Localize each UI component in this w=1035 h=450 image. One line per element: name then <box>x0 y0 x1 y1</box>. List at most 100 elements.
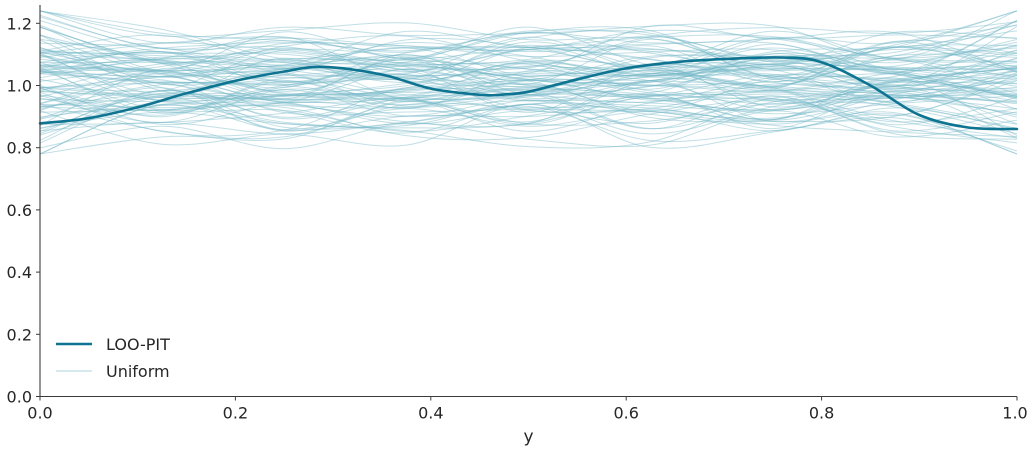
uniform-curve <box>39 73 1018 121</box>
uniform-curve <box>39 24 1018 76</box>
uniform-curve <box>39 88 1018 135</box>
legend-loo-pit-label: LOO-PIT <box>106 335 170 354</box>
legend-uniform-label: Uniform <box>106 362 170 381</box>
uniform-curve <box>39 61 1018 113</box>
uniform-curve <box>39 35 1018 78</box>
uniform-curve <box>39 38 1018 97</box>
uniform-curve <box>39 24 1018 77</box>
uniform-curve <box>39 105 1018 152</box>
uniform-curve <box>39 67 1018 118</box>
uniform-curve <box>39 41 1018 87</box>
y-tick-label: 1.0 <box>7 77 32 96</box>
uniform-curve <box>39 10 1018 66</box>
uniform-curve <box>39 34 1018 87</box>
uniform-curve <box>39 103 1018 155</box>
uniform-curve <box>39 54 1018 107</box>
uniform-curve <box>39 95 1018 155</box>
uniform-curve <box>39 78 1018 126</box>
uniform-curve <box>39 67 1018 101</box>
uniform-curve <box>39 89 1018 135</box>
uniform-curve <box>39 41 1018 90</box>
uniform-curve <box>39 47 1018 99</box>
uniform-curve <box>39 80 1018 132</box>
loo-pit-line <box>38 56 1019 131</box>
x-tick-label: 0.0 <box>27 404 52 423</box>
uniform-curve <box>39 10 1018 73</box>
uniform-curve <box>39 51 1018 97</box>
y-tick-label: 0.0 <box>7 388 32 407</box>
uniform-curve <box>39 102 1018 155</box>
uniform-curve <box>39 90 1018 141</box>
uniform-curve <box>39 46 1018 96</box>
uniform-curve <box>39 30 1018 68</box>
uniform-curve <box>39 79 1018 123</box>
uniform-curve <box>39 55 1018 101</box>
uniform-curve <box>39 91 1018 132</box>
uniform-curve <box>39 93 1018 140</box>
uniform-curve <box>39 54 1018 103</box>
uniform-curve <box>39 99 1018 155</box>
x-axis-label: y <box>523 427 533 447</box>
uniform-curve <box>39 89 1018 144</box>
uniform-curve <box>39 59 1018 112</box>
uniform-curve <box>39 89 1018 117</box>
uniform-curve <box>39 46 1018 81</box>
uniform-curve <box>39 10 1018 66</box>
y-tick-label: 0.2 <box>7 325 32 344</box>
y-tick-label: 0.8 <box>7 139 32 158</box>
uniform-curves <box>39 10 1018 155</box>
uniform-curve <box>39 73 1018 117</box>
uniform-curve <box>39 26 1018 88</box>
uniform-curve <box>39 19 1018 79</box>
uniform-curve <box>39 62 1018 87</box>
uniform-curve <box>39 84 1018 126</box>
y-axis-ticks: 0.0 0.2 0.4 0.6 0.8 1.0 1.2 <box>7 14 40 407</box>
uniform-curve <box>39 44 1018 110</box>
uniform-curve <box>39 81 1018 137</box>
uniform-curve <box>39 110 1018 150</box>
uniform-curve <box>39 34 1018 92</box>
uniform-curve <box>39 77 1018 136</box>
uniform-curve <box>39 26 1018 79</box>
uniform-curve <box>39 39 1018 104</box>
uniform-curve <box>39 93 1018 139</box>
x-tick-label: 0.6 <box>613 404 638 423</box>
uniform-curve <box>39 67 1018 111</box>
uniform-curve <box>39 65 1018 126</box>
uniform-curve <box>39 75 1018 128</box>
uniform-curve <box>39 34 1018 79</box>
uniform-curve <box>39 90 1018 142</box>
x-tick-label: 0.2 <box>223 404 248 423</box>
uniform-curve <box>39 39 1018 100</box>
uniform-curve <box>39 86 1018 125</box>
x-tick-label: 0.4 <box>418 404 443 423</box>
uniform-curve <box>39 92 1018 132</box>
x-tick-label: 0.8 <box>809 404 834 423</box>
y-tick-label: 0.6 <box>7 201 32 220</box>
uniform-curve <box>39 58 1018 89</box>
uniform-curve <box>39 25 1018 88</box>
uniform-curve <box>39 41 1018 83</box>
uniform-curve <box>39 10 1018 76</box>
uniform-curve <box>39 24 1018 78</box>
uniform-curve <box>39 29 1018 62</box>
y-tick-label: 0.4 <box>7 263 32 282</box>
uniform-curve <box>39 26 1018 84</box>
uniform-curve <box>39 26 1018 70</box>
uniform-curve <box>39 59 1018 102</box>
uniform-curve <box>39 66 1018 114</box>
uniform-curve <box>39 10 1018 71</box>
uniform-curve <box>39 104 1018 155</box>
y-tick-label: 1.2 <box>7 14 32 33</box>
uniform-curve <box>39 64 1018 125</box>
uniform-curve <box>39 79 1018 123</box>
uniform-curve <box>39 70 1018 116</box>
uniform-curve <box>39 26 1018 87</box>
legend: LOO-PIT Uniform <box>56 335 170 381</box>
uniform-curve <box>39 87 1018 123</box>
uniform-curve <box>39 47 1018 104</box>
uniform-curve <box>39 21 1018 77</box>
uniform-curve <box>39 39 1018 89</box>
uniform-curve <box>39 67 1018 107</box>
